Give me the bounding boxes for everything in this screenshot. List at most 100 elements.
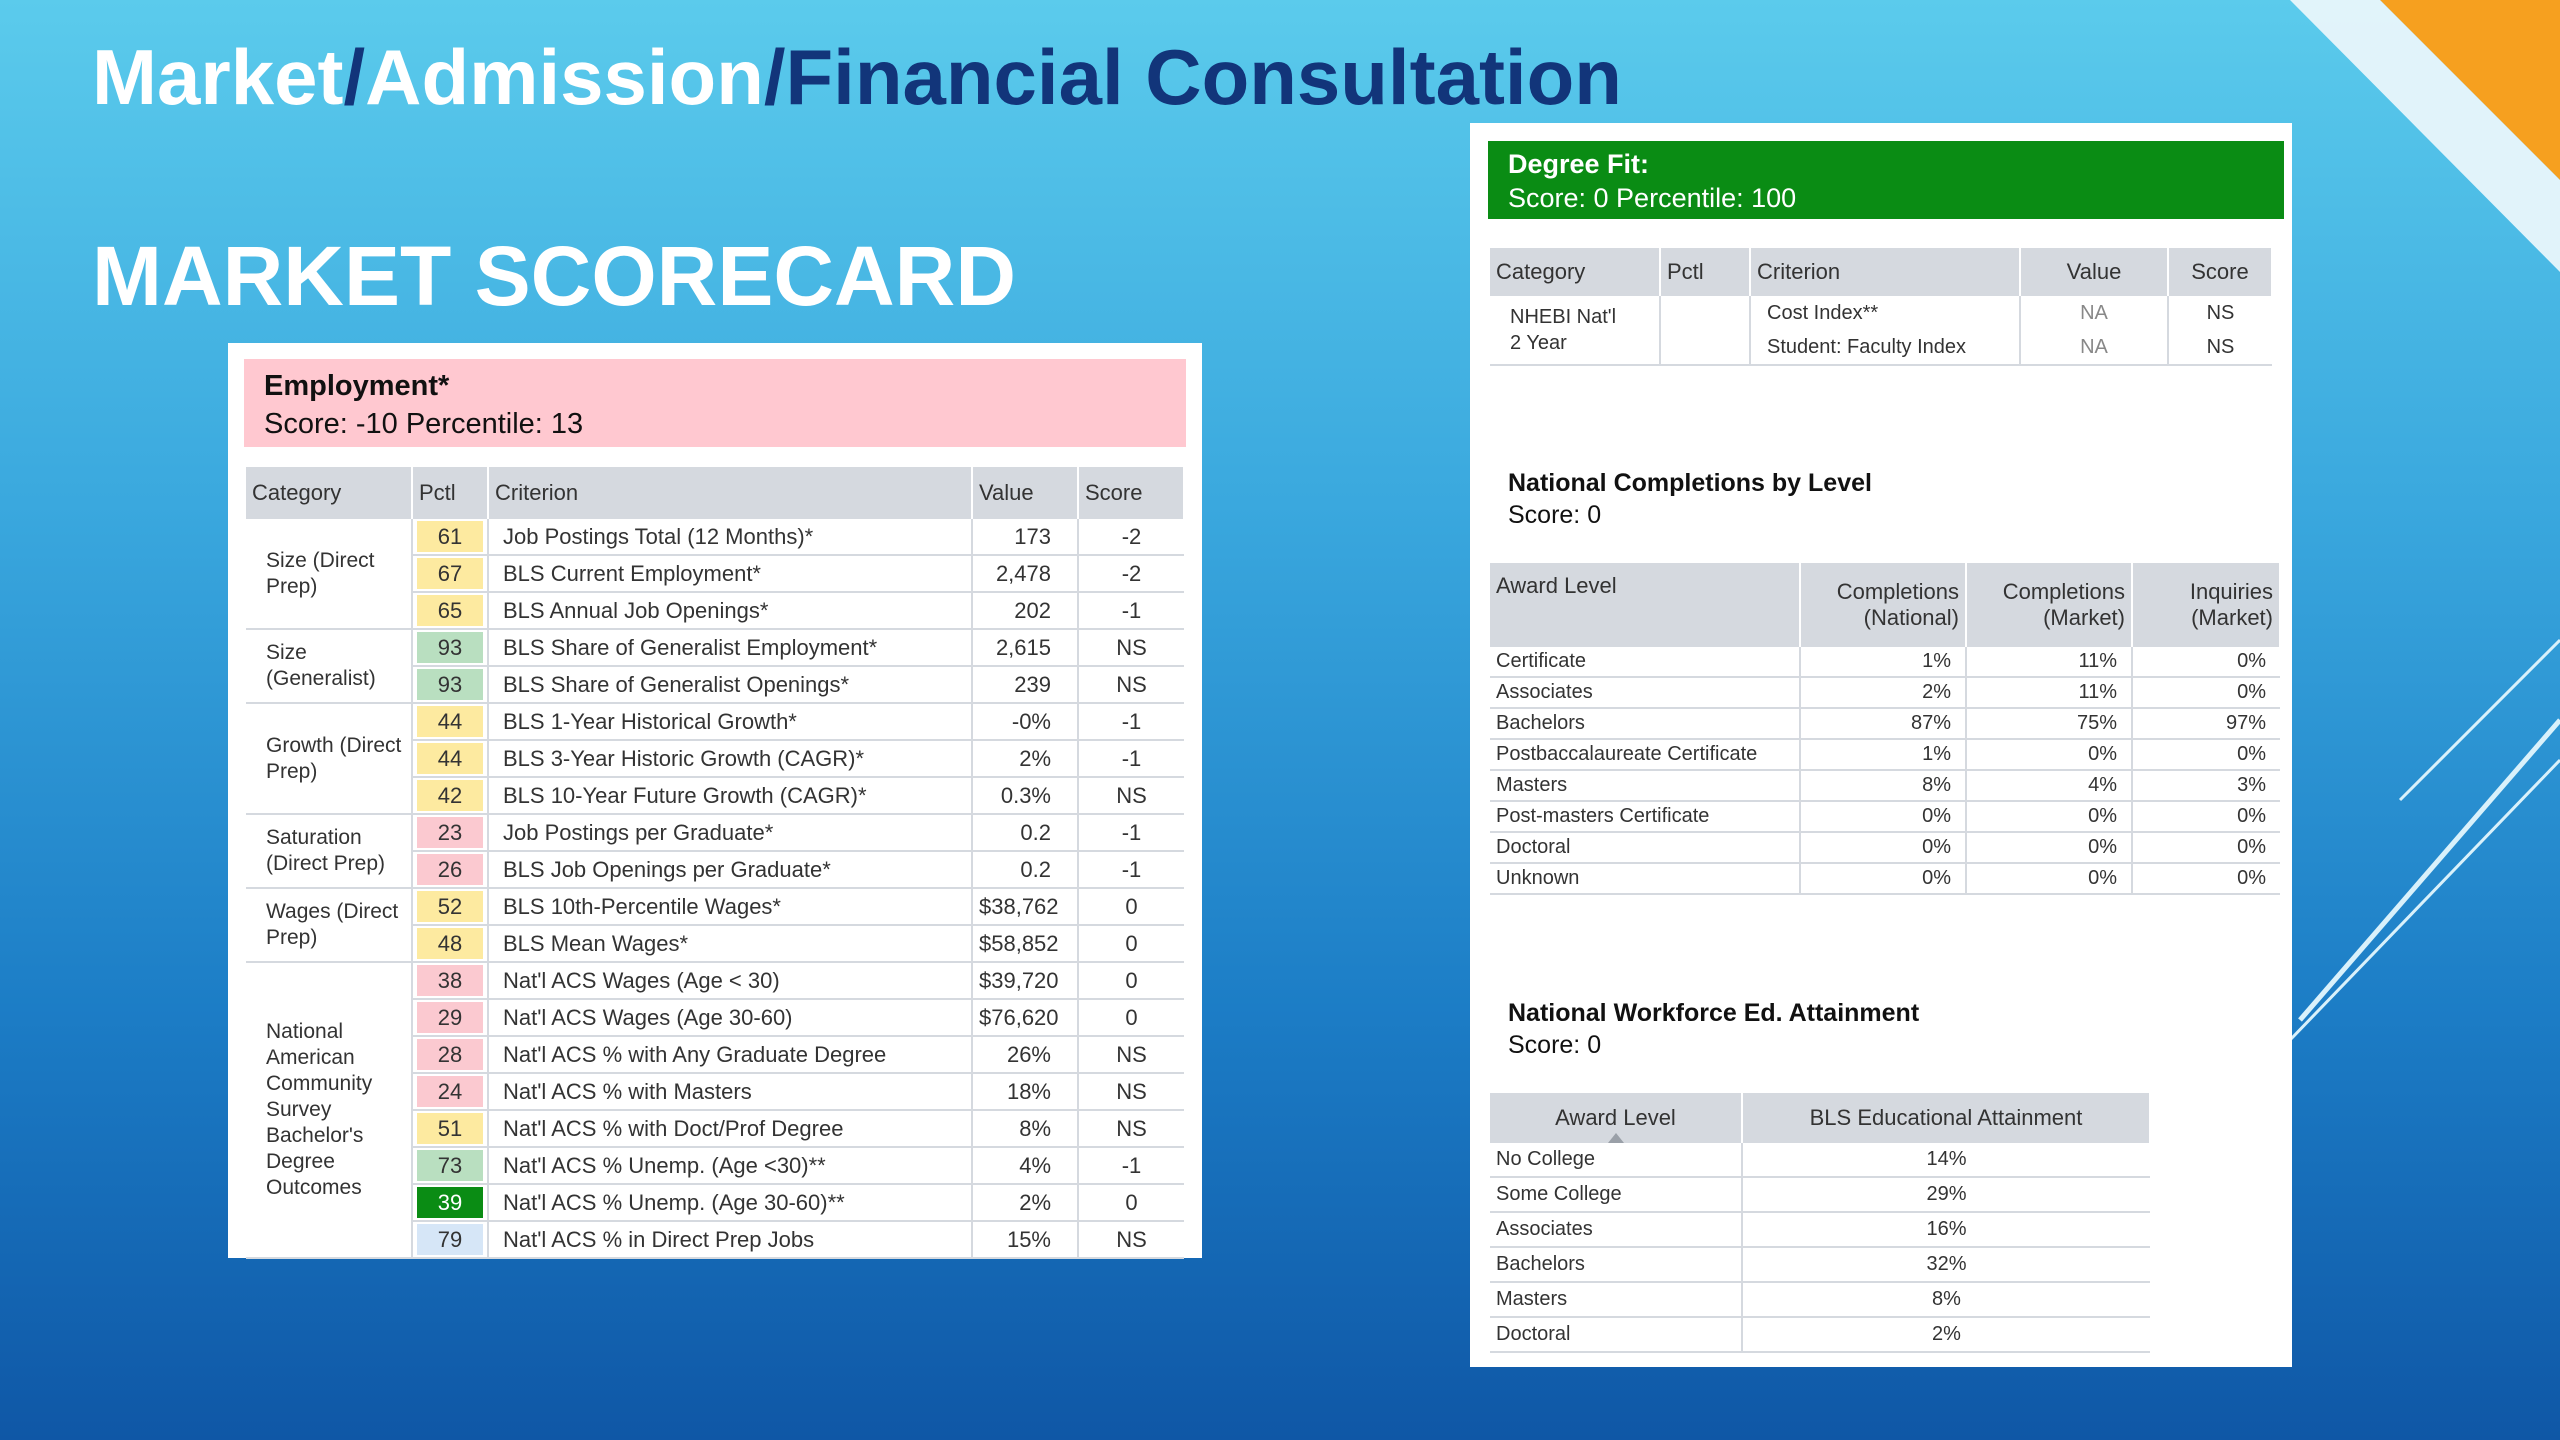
percent-cell: 0%	[2131, 677, 2280, 709]
deco-line-2	[2288, 758, 2560, 1042]
value-cell: 8%	[971, 1110, 1078, 1148]
criterion-cell: Nat'l ACS % in Direct Prep Jobs	[487, 1221, 972, 1259]
percent-cell: 0%	[2131, 832, 2280, 864]
pctl-badge: 23	[417, 817, 483, 848]
percent-cell: 3%	[2131, 770, 2280, 802]
award-level-cell: Certificate	[1490, 647, 1800, 678]
nc-col-award-level[interactable]: Award Level	[1490, 563, 1801, 647]
table-row: 39 Nat'l ACS % Unemp. (Age 30-60)** 2% 0	[246, 1184, 1184, 1222]
workforce-table: Award Level BLS Educational Attainment N…	[1490, 1093, 2151, 1353]
score-cell: NS	[1077, 1073, 1184, 1111]
score-cell: 0	[1077, 888, 1184, 926]
table-row: Post-masters Certificate 0% 0% 0%	[1490, 801, 2280, 833]
percent-cell: 4%	[1965, 770, 2132, 802]
df-col-criterion[interactable]: Criterion	[1750, 248, 2021, 296]
table-row: Bachelors 32%	[1490, 1247, 2150, 1283]
employment-table-body: Size (Direct Prep) 61 Job Postings Total (…	[246, 519, 1184, 1259]
national-completions-title: National Completions by Level	[1508, 469, 1872, 497]
employment-table: Category Pctl Criterion Value Score Size…	[246, 467, 1185, 1259]
df-category-cell: NHEBI Nat'l 2 Year	[1490, 296, 1661, 366]
degree-fit-header-row: Category Pctl Criterion Value Score	[1490, 248, 2273, 296]
category-cell: Saturation (Direct Prep)	[246, 814, 413, 889]
table-row: 24 Nat'l ACS % with Masters 18% NS	[246, 1073, 1184, 1111]
percent-cell: 0%	[1965, 801, 2132, 833]
deco-line-3	[2398, 638, 2560, 802]
value-cell: 0.2	[971, 814, 1078, 852]
df-col-pctl[interactable]: Pctl	[1660, 248, 1751, 296]
value-cell: 202	[971, 592, 1078, 630]
nc-col-inquiries-market[interactable]: Inquiries (Market)	[2132, 563, 2281, 647]
employment-score: Score: -10 Percentile: 13	[264, 408, 584, 440]
table-row: 28 Nat'l ACS % with Any Graduate Degree 26…	[246, 1036, 1184, 1074]
category-cell: Wages (Direct Prep)	[246, 888, 413, 963]
score-cell: NS	[1077, 1221, 1184, 1259]
score-cell: NS	[1077, 777, 1184, 815]
table-row: Masters 8% 4% 3%	[1490, 770, 2280, 802]
table-row: 42 BLS 10-Year Future Growth (CAGR)* 0.3% N…	[246, 777, 1184, 815]
score-cell: NS	[1077, 1036, 1184, 1074]
pctl-badge: 39	[417, 1187, 483, 1218]
value-cell: -0%	[971, 703, 1078, 741]
sort-up-icon[interactable]	[1608, 1133, 1624, 1143]
nc-col-completions-national[interactable]: Completions (National)	[1800, 563, 1967, 647]
pctl-badge: 61	[417, 521, 483, 552]
employment-header-row: Category Pctl Criterion Value Score	[246, 467, 1185, 519]
df-col-category[interactable]: Category	[1490, 248, 1661, 296]
df-col-value[interactable]: Value	[2020, 248, 2169, 296]
pctl-badge: 93	[417, 632, 483, 663]
national-completions-score: Score: 0	[1508, 501, 1602, 529]
pctl-cell: 73	[412, 1147, 488, 1185]
award-level-cell: No College	[1490, 1143, 1742, 1178]
percent-cell: 29%	[1741, 1177, 2150, 1213]
percent-cell: 0%	[1799, 863, 1966, 895]
criterion-cell: Nat'l ACS % with Any Graduate Degree	[487, 1036, 972, 1074]
table-row: Postbaccalaureate Certificate 1% 0% 0%	[1490, 739, 2280, 771]
value-cell: 0.2	[971, 851, 1078, 889]
pctl-badge: 52	[417, 891, 483, 922]
table-row: Student: Faculty Index NA NS	[1490, 330, 2272, 366]
table-row: 67 BLS Current Employment* 2,478 -2	[246, 555, 1184, 593]
national-completions-table: Award Level Completions (National) Compl…	[1490, 563, 2281, 895]
nc-table-body: Certificate 1% 11% 0% Associates 2% 11% 0% Bache…	[1490, 647, 2280, 895]
value-cell: $58,852	[971, 925, 1078, 963]
percent-cell: 0%	[2131, 801, 2280, 833]
criterion-cell: Nat'l ACS Wages (Age 30-60)	[487, 999, 972, 1037]
percent-cell: 87%	[1799, 708, 1966, 740]
percent-cell: 8%	[1799, 770, 1966, 802]
award-level-cell: Unknown	[1490, 863, 1800, 895]
wf-col-bls-attainment[interactable]: BLS Educational Attainment	[1742, 1093, 2151, 1143]
pctl-cell: 28	[412, 1036, 488, 1074]
percent-cell: 0%	[2131, 739, 2280, 771]
pctl-badge: 73	[417, 1150, 483, 1181]
title-separator-2: /	[763, 33, 786, 121]
percent-cell: 16%	[1741, 1212, 2150, 1248]
col-score[interactable]: Score	[1078, 467, 1185, 519]
value-cell: 173	[971, 519, 1078, 556]
col-criterion[interactable]: Criterion	[488, 467, 973, 519]
criterion-cell: Nat'l ACS % Unemp. (Age 30-60)**	[487, 1184, 972, 1222]
employment-panel: Employment* Score: -10 Percentile: 13 Ca…	[228, 343, 1202, 1259]
percent-cell: 8%	[1741, 1282, 2150, 1318]
criterion-cell: Job Postings per Graduate*	[487, 814, 972, 852]
nc-col-completions-market[interactable]: Completions (Market)	[1966, 563, 2133, 647]
table-row: 44 BLS 3-Year Historic Growth (CAGR)* 2% -1	[246, 740, 1184, 778]
pctl-cell: 51	[412, 1110, 488, 1148]
pctl-cell: 44	[412, 703, 488, 741]
category-cell: National American Community Survey Bache…	[246, 962, 413, 1259]
title-part-admission: Admission	[365, 33, 764, 121]
criterion-cell: BLS 10th-Percentile Wages*	[487, 888, 972, 926]
pctl-cell: 79	[412, 1221, 488, 1259]
col-value[interactable]: Value	[972, 467, 1079, 519]
table-row: 79 Nat'l ACS % in Direct Prep Jobs 15% NS	[246, 1221, 1184, 1259]
wf-col-award-level[interactable]: Award Level	[1490, 1093, 1743, 1143]
percent-cell: 2%	[1799, 677, 1966, 709]
value-cell: 0.3%	[971, 777, 1078, 815]
col-pctl[interactable]: Pctl	[412, 467, 489, 519]
pctl-cell: 39	[412, 1184, 488, 1222]
table-row: Size (Direct Prep) 61 Job Postings Total (…	[246, 519, 1184, 630]
pctl-cell: 24	[412, 1073, 488, 1111]
col-category[interactable]: Category	[246, 467, 413, 519]
table-row: NHEBI Nat'l 2 Year Cost Index** NA NS	[1490, 296, 2272, 366]
right-panel: Degree Fit: Score: 0 Percentile: 100 Cat…	[1470, 123, 2292, 1367]
df-col-score[interactable]: Score	[2168, 248, 2273, 296]
